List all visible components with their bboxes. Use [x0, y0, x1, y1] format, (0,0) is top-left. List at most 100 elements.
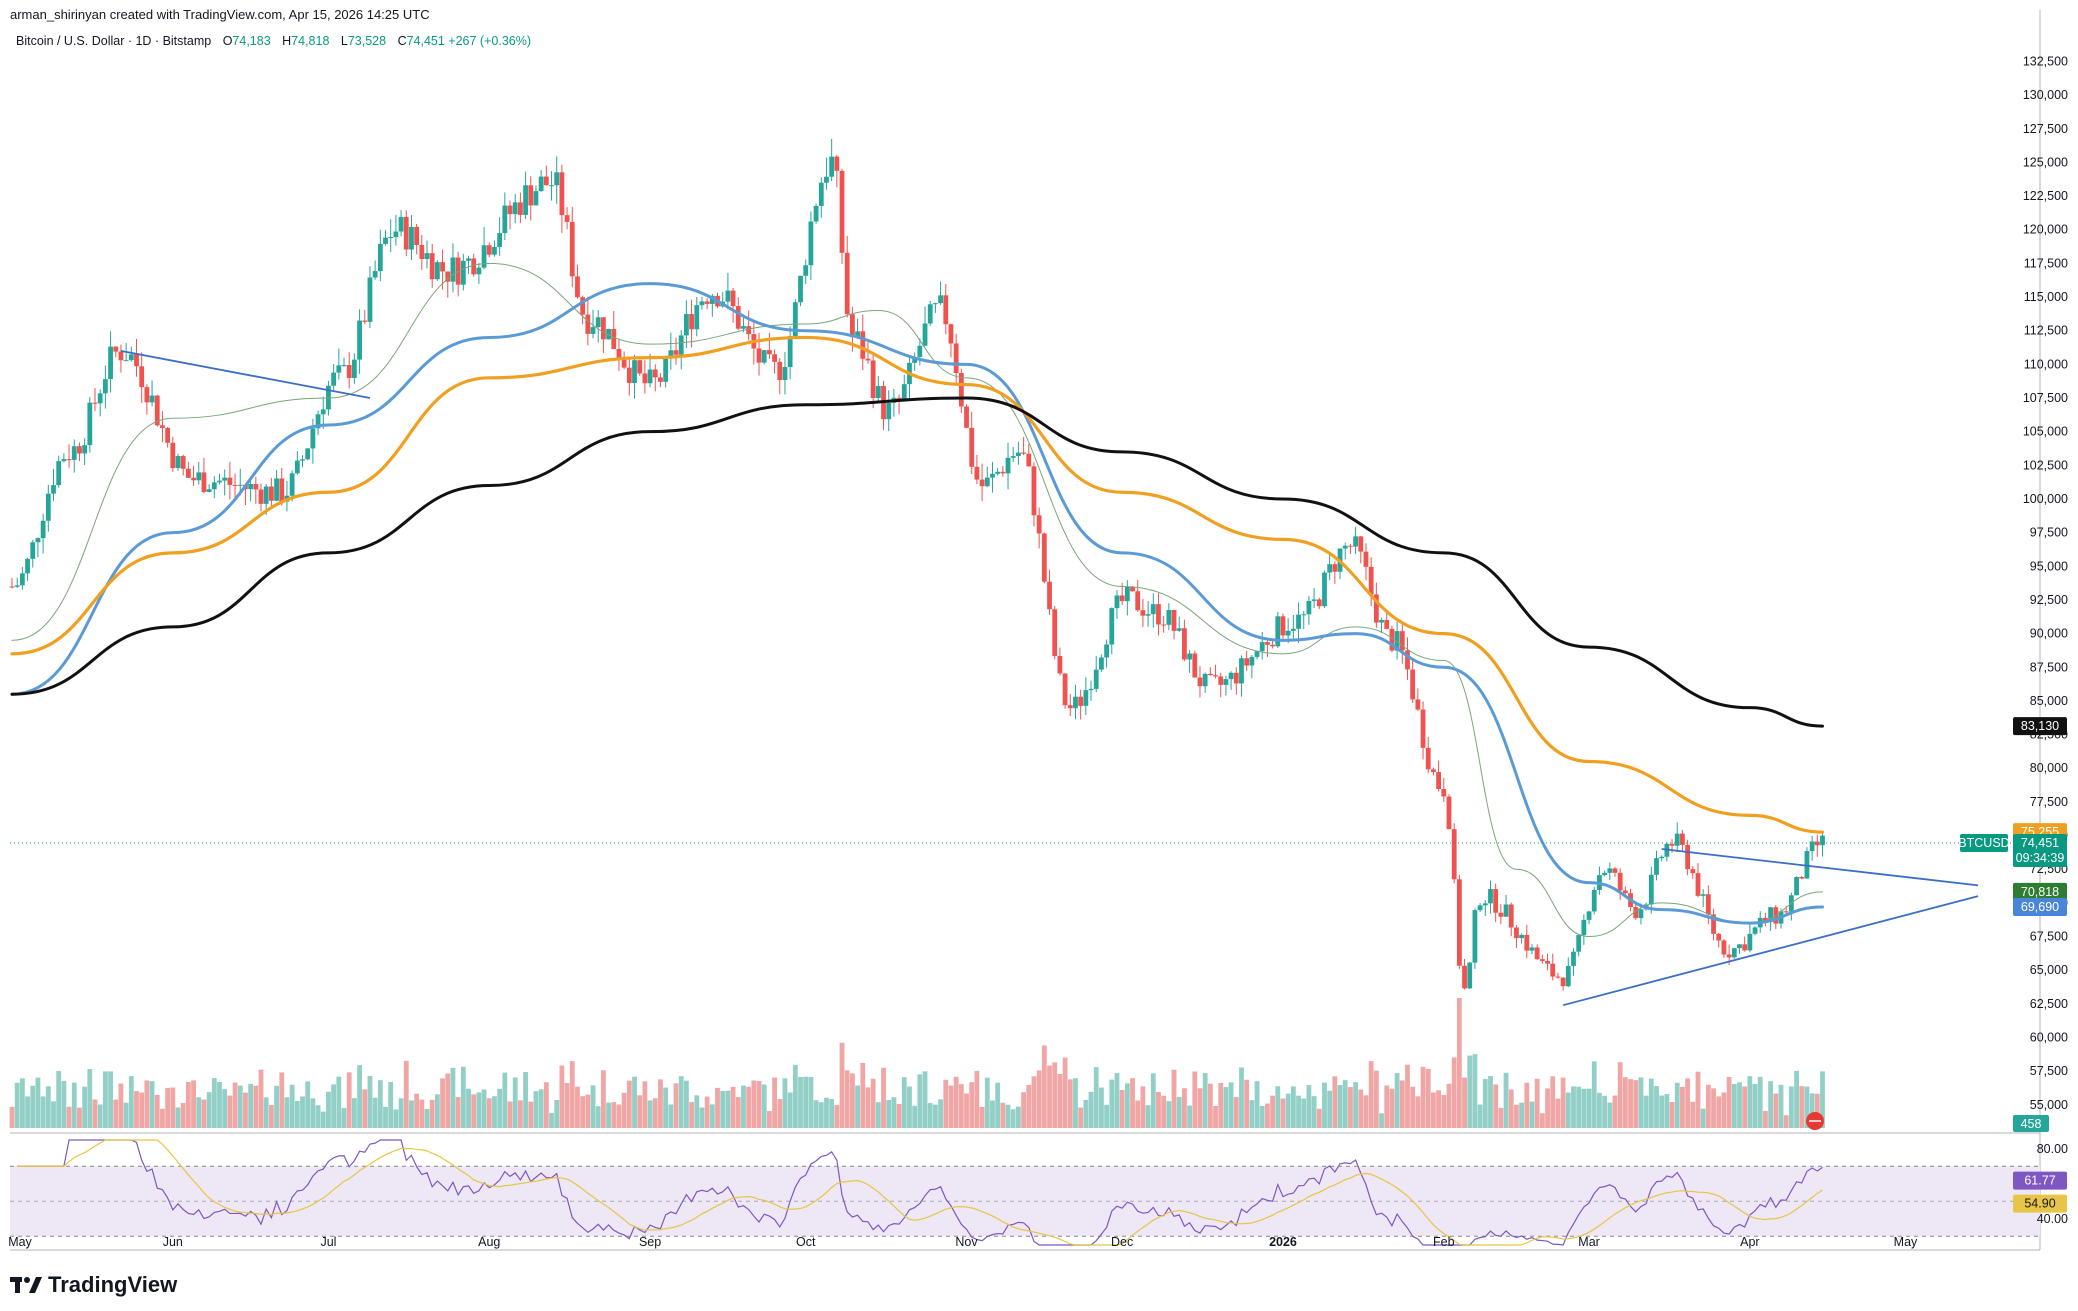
candle-body [1768, 907, 1774, 922]
candle-body [600, 317, 606, 340]
symbol-legend: Bitcoin / U.S. Dollar · 1D · Bitstamp O7… [16, 34, 531, 48]
candle [663, 356, 669, 388]
candle-body [237, 484, 243, 486]
candle-body [632, 360, 637, 384]
candle [460, 253, 466, 291]
candles[interactable] [9, 138, 1825, 991]
volume-bar [1275, 1086, 1281, 1128]
candle-body [782, 367, 788, 380]
candle-body [933, 303, 938, 305]
candle [933, 302, 938, 313]
volume-bar [1332, 1076, 1338, 1128]
candle-body [1327, 564, 1333, 573]
volume-bar [320, 1111, 326, 1128]
candle-body [595, 317, 601, 328]
candle-body [1446, 796, 1452, 830]
candle-body [1207, 673, 1213, 676]
volume-bar [777, 1099, 783, 1128]
candle-body [403, 216, 409, 250]
volume-bar [1628, 1079, 1633, 1128]
volume-bar [564, 1083, 570, 1128]
candle [1581, 914, 1587, 945]
candle [549, 171, 554, 201]
volume-bar [720, 1090, 726, 1128]
volume-bar [1373, 1070, 1379, 1128]
candle-body [1145, 614, 1151, 616]
candle-body [1290, 628, 1296, 631]
volume-bar [730, 1086, 736, 1128]
candle [974, 454, 980, 485]
volume-bar [1617, 1062, 1623, 1128]
candle [180, 454, 186, 476]
candle-body [637, 360, 643, 374]
price-tick-label: 77,500 [2030, 795, 2068, 809]
candle [1358, 536, 1364, 564]
candle-body [1809, 841, 1815, 852]
candle-body [56, 461, 62, 486]
candle [1565, 957, 1571, 988]
candle [1394, 621, 1400, 660]
candle [217, 473, 222, 485]
time-axis[interactable]: May Jun Jul Aug Sep Oct Nov Dec 2026 Feb Mar Apr May [8, 1235, 1918, 1249]
volume-bar [1296, 1095, 1301, 1128]
candle-body [896, 397, 902, 400]
candle-body [1519, 934, 1525, 939]
trendlines[interactable] [10, 350, 2040, 1007]
price-badge-bg [2013, 833, 2067, 852]
volume-bar [1114, 1072, 1120, 1128]
volume-bar [1384, 1085, 1390, 1128]
volume-bar [232, 1082, 238, 1128]
candle-body [388, 237, 394, 239]
candle-body [1384, 619, 1390, 629]
volume-bar [1005, 1104, 1011, 1128]
volume-bar [751, 1080, 757, 1128]
candle-body [1420, 709, 1426, 748]
candle [1104, 639, 1109, 668]
tradingview-brand[interactable]: TradingView [10, 1272, 177, 1298]
candle [274, 470, 279, 502]
candle-body [979, 479, 985, 487]
volume-bar [279, 1072, 285, 1128]
volume-bar [1073, 1078, 1078, 1128]
candle [808, 211, 814, 281]
brand-name: TradingView [48, 1272, 178, 1297]
candle-body [160, 425, 165, 428]
volume-bar [1763, 1110, 1768, 1128]
candle-body [1249, 656, 1255, 666]
volume-bar [808, 1077, 814, 1128]
candle [1156, 593, 1161, 636]
candle-body [471, 258, 477, 275]
candle [1742, 936, 1748, 952]
candle [1503, 894, 1509, 917]
volume-bar [1726, 1076, 1732, 1128]
candle [1213, 664, 1218, 679]
candle-body [492, 246, 497, 255]
candle [1622, 886, 1628, 895]
rsi-line [17, 1139, 1823, 1246]
volume-bar [1565, 1092, 1571, 1128]
price-tick-label: 107,500 [2023, 391, 2068, 405]
price-badge-text: 70,818 [2021, 885, 2059, 899]
volume-bar [1353, 1082, 1359, 1128]
volume-bar [1389, 1088, 1395, 1128]
ohlc-high-key: H [282, 34, 292, 48]
volume-bar [1612, 1095, 1618, 1128]
candle [907, 355, 912, 399]
candle-body [1119, 595, 1125, 602]
volume-bar [1711, 1088, 1716, 1128]
candle [564, 207, 570, 230]
candle-body [829, 156, 835, 177]
price-badge-text: 83,130 [2021, 719, 2059, 733]
volume-bar [948, 1085, 954, 1128]
candle [1804, 847, 1810, 880]
ohlc-low-key: L [340, 34, 348, 48]
candle [341, 357, 347, 367]
volume-bar [881, 1067, 886, 1128]
volume-bar [834, 1105, 840, 1128]
volume-bar [102, 1071, 108, 1128]
candle [777, 358, 783, 395]
price-axis[interactable]: 132,500 130,000 127,500 125,000 122,500 120,0… [2023, 54, 2068, 1225]
candle [1664, 842, 1670, 862]
candle [102, 365, 108, 409]
